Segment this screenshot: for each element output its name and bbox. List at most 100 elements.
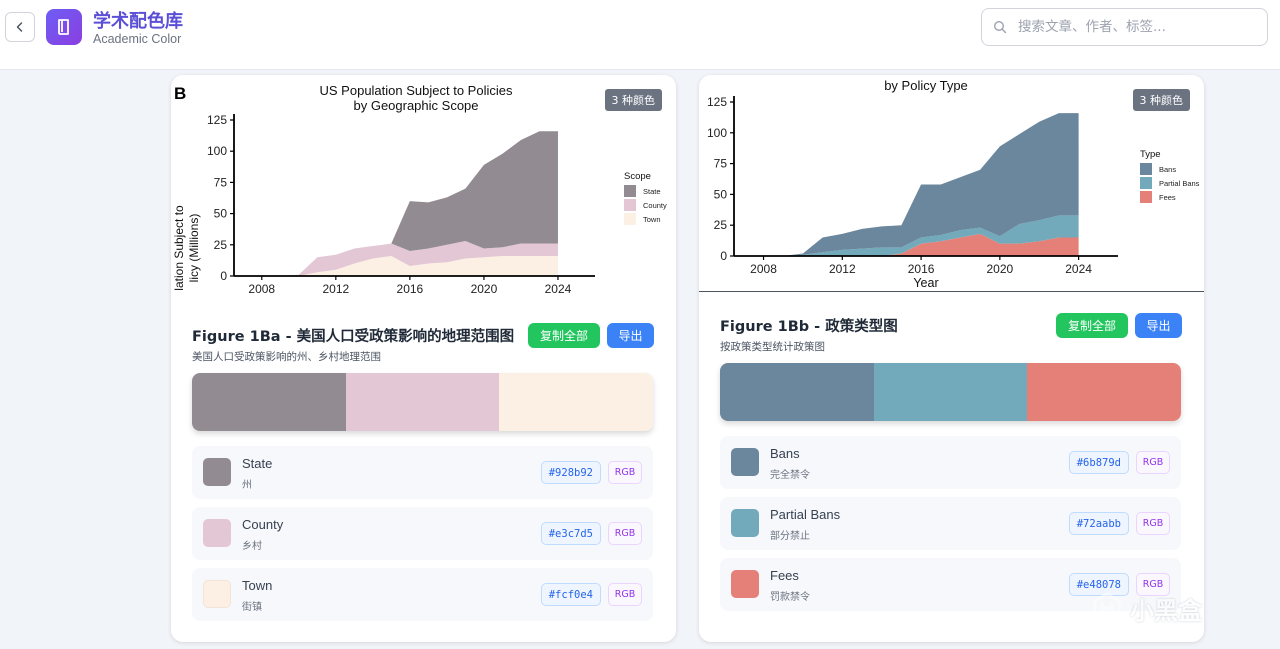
figure-subtitle: 美国人口受政策影响的州、乡村地理范围 <box>192 351 381 363</box>
color-name-cn: 街镇 <box>242 602 262 613</box>
legend-label: State <box>643 187 661 196</box>
chart-area-type: 0 25 50 75 100 125 2008 2012 2016 2020 2024 by Poli… <box>699 75 1204 292</box>
y-tick-label: 0 <box>720 249 727 263</box>
color-row-partial-bans: Partial Bans 部分禁止 #72aabb RGB <box>720 497 1181 550</box>
hex-code-button[interactable]: #e48078 <box>1068 573 1129 596</box>
color-swatch[interactable] <box>731 448 759 476</box>
y-tick-label: 75 <box>714 157 728 171</box>
color-name-cn: 完全禁令 <box>770 470 810 481</box>
book-icon <box>58 19 69 35</box>
legend-label: Town <box>643 215 661 224</box>
chart-title: US Population Subject to Policies <box>320 83 513 98</box>
color-name-cn: 州 <box>242 480 252 491</box>
scope-area-chart: 0 25 50 75 100 125 2008 2012 2016 2020 2024 US Popu… <box>172 83 667 296</box>
hex-code-button[interactable]: #6b879d <box>1068 451 1129 474</box>
area-series-bans <box>763 113 1079 256</box>
copy-all-button[interactable]: 复制全部 <box>1056 313 1128 338</box>
color-swatch[interactable] <box>203 458 231 486</box>
color-row-town: Town 街镇 #fcf0e4 RGB <box>192 568 653 621</box>
chart-area-scope: 0 25 50 75 100 125 2008 2012 2016 2020 2024 US Popu… <box>171 75 676 314</box>
color-swatch[interactable] <box>203 519 231 547</box>
x-tick-label: 2020 <box>471 282 498 296</box>
y-tick-label: 25 <box>714 218 728 232</box>
y-tick-label: 75 <box>214 175 228 189</box>
back-button[interactable] <box>5 12 35 42</box>
export-button[interactable]: 导出 <box>607 323 654 348</box>
color-count-badge: 3 种颜色 <box>604 89 662 111</box>
copy-all-button[interactable]: 复制全部 <box>528 323 600 348</box>
watermark-icon <box>1093 592 1121 624</box>
search-input[interactable] <box>1018 19 1258 35</box>
strip-swatch-bans[interactable] <box>720 363 874 421</box>
legend-title: Scope <box>624 171 651 182</box>
strip-swatch-state[interactable] <box>192 373 346 431</box>
type-area-chart: 0 25 50 75 100 125 2008 2012 2016 2020 2024 by Poli… <box>707 78 1200 290</box>
color-name-cn: 部分禁止 <box>770 531 810 542</box>
x-tick-label: 2024 <box>545 282 572 296</box>
area-series-state <box>261 131 558 276</box>
app-title: 学术配色库 <box>93 11 183 32</box>
strip-swatch-fees[interactable] <box>1027 363 1181 421</box>
x-tick-label: 2024 <box>1065 262 1092 276</box>
rgb-button[interactable]: RGB <box>1136 451 1170 474</box>
color-name: Fees <box>770 568 799 583</box>
y-tick-label: 125 <box>707 95 727 109</box>
x-axis-label: Year <box>913 276 938 290</box>
y-tick-label: 0 <box>220 269 227 283</box>
app-logo <box>46 9 82 45</box>
chart-title: by Policy Type <box>884 78 968 93</box>
color-swatch[interactable] <box>731 570 759 598</box>
figure-title: Figure 1Bb - 政策类型图 <box>720 319 898 335</box>
strip-swatch-partial-bans[interactable] <box>873 363 1028 421</box>
hex-code-button[interactable]: #fcf0e4 <box>540 583 601 606</box>
legend-title: Type <box>1140 149 1161 160</box>
color-name: County <box>242 517 284 532</box>
hex-code-button[interactable]: #e3c7d5 <box>540 522 601 545</box>
palette-strip <box>192 373 653 431</box>
rgb-button[interactable]: RGB <box>608 583 642 606</box>
strip-swatch-town[interactable] <box>499 373 653 431</box>
y-tick-label: 100 <box>207 144 227 158</box>
area-series-town <box>261 256 558 276</box>
x-tick-label: 2012 <box>322 282 349 296</box>
rgb-button[interactable]: RGB <box>608 461 642 484</box>
legend-swatch <box>1140 163 1152 175</box>
strip-swatch-county[interactable] <box>345 373 500 431</box>
hex-code-button[interactable]: #72aabb <box>1068 512 1129 535</box>
legend-label: Bans <box>1159 165 1176 174</box>
rgb-button[interactable]: RGB <box>1136 573 1170 596</box>
area-series-county <box>261 241 558 276</box>
search-box <box>981 8 1268 46</box>
color-name-cn: 乡村 <box>242 541 262 552</box>
y-tick-label: 100 <box>707 126 727 140</box>
export-button[interactable]: 导出 <box>1135 313 1182 338</box>
figure-title: Figure 1Ba - 美国人口受政策影响的地理范围图 <box>192 329 515 345</box>
rgb-button[interactable]: RGB <box>1136 512 1170 535</box>
color-count-badge: 3 种颜色 <box>1132 89 1190 111</box>
palette-card-type: 0 25 50 75 100 125 2008 2012 2016 2020 2024 by Poli… <box>699 75 1204 642</box>
color-name: Bans <box>770 446 800 461</box>
legend-label: County <box>643 201 667 210</box>
hex-code-button[interactable]: #928b92 <box>540 461 601 484</box>
x-tick-label: 2012 <box>829 262 856 276</box>
search-icon <box>982 20 1018 34</box>
chart-subtitle: by Geographic Scope <box>353 98 478 113</box>
x-tick-label: 2020 <box>986 262 1013 276</box>
color-row-county: County 乡村 #e3c7d5 RGB <box>192 507 653 560</box>
color-swatch[interactable] <box>203 580 231 608</box>
legend-swatch <box>624 199 636 211</box>
legend-swatch <box>624 213 636 225</box>
app-subtitle: Academic Color <box>93 32 182 46</box>
color-name: Partial Bans <box>770 507 841 522</box>
color-row-state: State 州 #928b92 RGB <box>192 446 653 499</box>
area-series-partial-bans <box>763 215 1079 256</box>
watermark-logo: 小黑盒 <box>1090 588 1250 628</box>
y-tick-label: 50 <box>214 207 228 221</box>
y-axis-label: lation Subject to licy (Millions) <box>172 205 201 291</box>
palette-card-scope: 0 25 50 75 100 125 2008 2012 2016 2020 2024 US Popu… <box>171 75 676 642</box>
legend-swatch <box>1140 191 1152 203</box>
x-tick-label: 2016 <box>397 282 424 296</box>
y-axis-label-line: lation Subject to <box>172 205 186 291</box>
color-swatch[interactable] <box>731 509 759 537</box>
rgb-button[interactable]: RGB <box>608 522 642 545</box>
